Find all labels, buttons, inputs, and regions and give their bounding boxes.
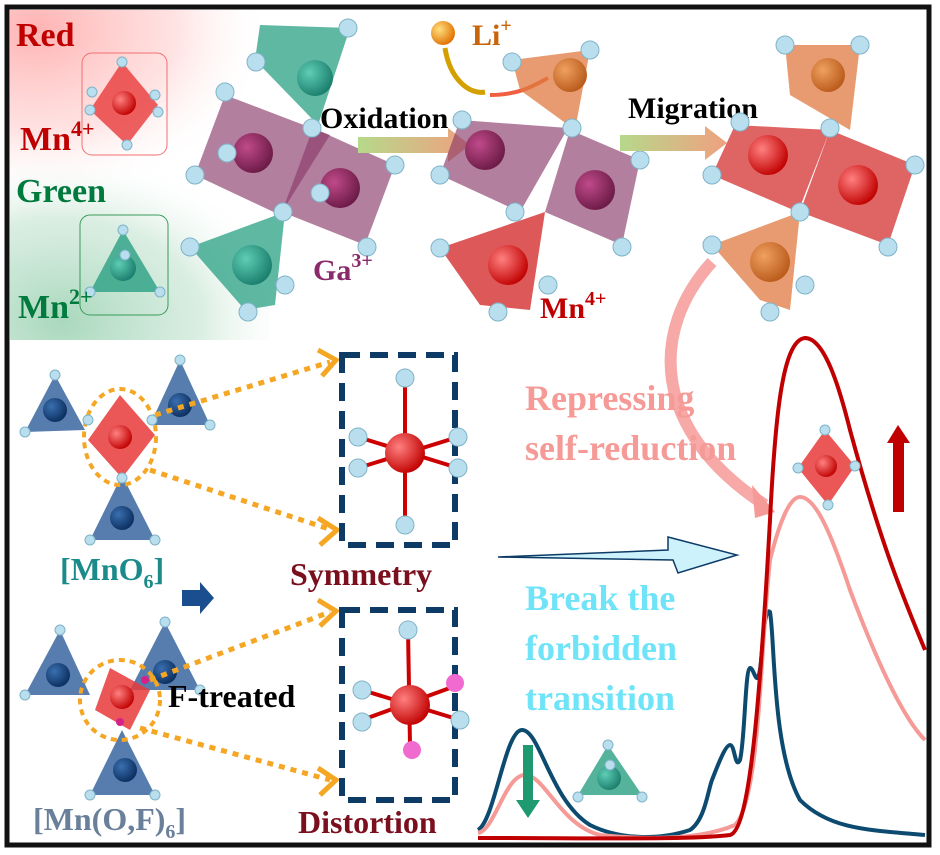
repressing-label-line2: self-reduction <box>525 428 736 468</box>
mno6-label: [MnO6] <box>60 551 164 593</box>
red-up-arrow <box>887 425 910 512</box>
break-forbidden-arrow <box>497 536 740 574</box>
f-treated-label: F-treated <box>168 678 296 714</box>
dotted-arrows <box>139 359 333 783</box>
distortion-octahedron-box <box>339 607 470 803</box>
mn2-tetrahedron-spectrum-icon <box>572 739 648 803</box>
symmetry-label: Symmetry <box>290 556 432 592</box>
break-label-line1: Break the <box>525 578 675 618</box>
green-down-arrow <box>516 745 540 818</box>
mnof6-label: [Mn(O,F)6] <box>33 801 186 843</box>
mn-structure-migrated <box>702 35 925 322</box>
mno6-cluster <box>19 354 216 546</box>
li-ion-ball <box>431 21 455 45</box>
ga-structure-initial <box>180 18 405 322</box>
mn-structure-oxidized <box>430 40 650 322</box>
mno6-small-arrow <box>182 582 214 614</box>
mnof6-cluster <box>19 616 206 801</box>
mn4-octahedron-spectrum-icon <box>792 424 861 511</box>
break-label-line2: forbidden <box>525 628 677 668</box>
symmetry-octahedron-box <box>339 352 468 548</box>
emission-spectra <box>476 335 927 841</box>
mn2-legend-label: Mn2+ <box>18 284 93 326</box>
oxidation-label: Oxidation <box>320 102 449 135</box>
mn4-octahedron-legend <box>81 52 168 156</box>
mn4-structure-label: Mn4+ <box>540 288 606 325</box>
migration-arrow <box>620 126 727 160</box>
spectrum-red-ftreated <box>477 335 927 841</box>
mn2-tetrahedron-legend <box>79 214 169 316</box>
ga-label: Ga3+ <box>313 250 373 287</box>
break-label-line3: transition <box>525 678 675 718</box>
repressing-label-line1: Repressing <box>525 378 694 418</box>
mn4-legend-label: Mn4+ <box>20 116 95 158</box>
spectrum-navy-untreated <box>476 609 926 839</box>
oxidation-arrow <box>358 128 470 162</box>
distortion-label: Distortion <box>298 804 437 840</box>
repressing-curved-arrow <box>664 257 769 511</box>
green-label: Green <box>16 173 106 210</box>
li-path-arrow <box>442 47 486 95</box>
li-label: Li+ <box>472 15 512 52</box>
red-label: Red <box>16 17 75 54</box>
dotted-arrowheads <box>316 347 342 797</box>
